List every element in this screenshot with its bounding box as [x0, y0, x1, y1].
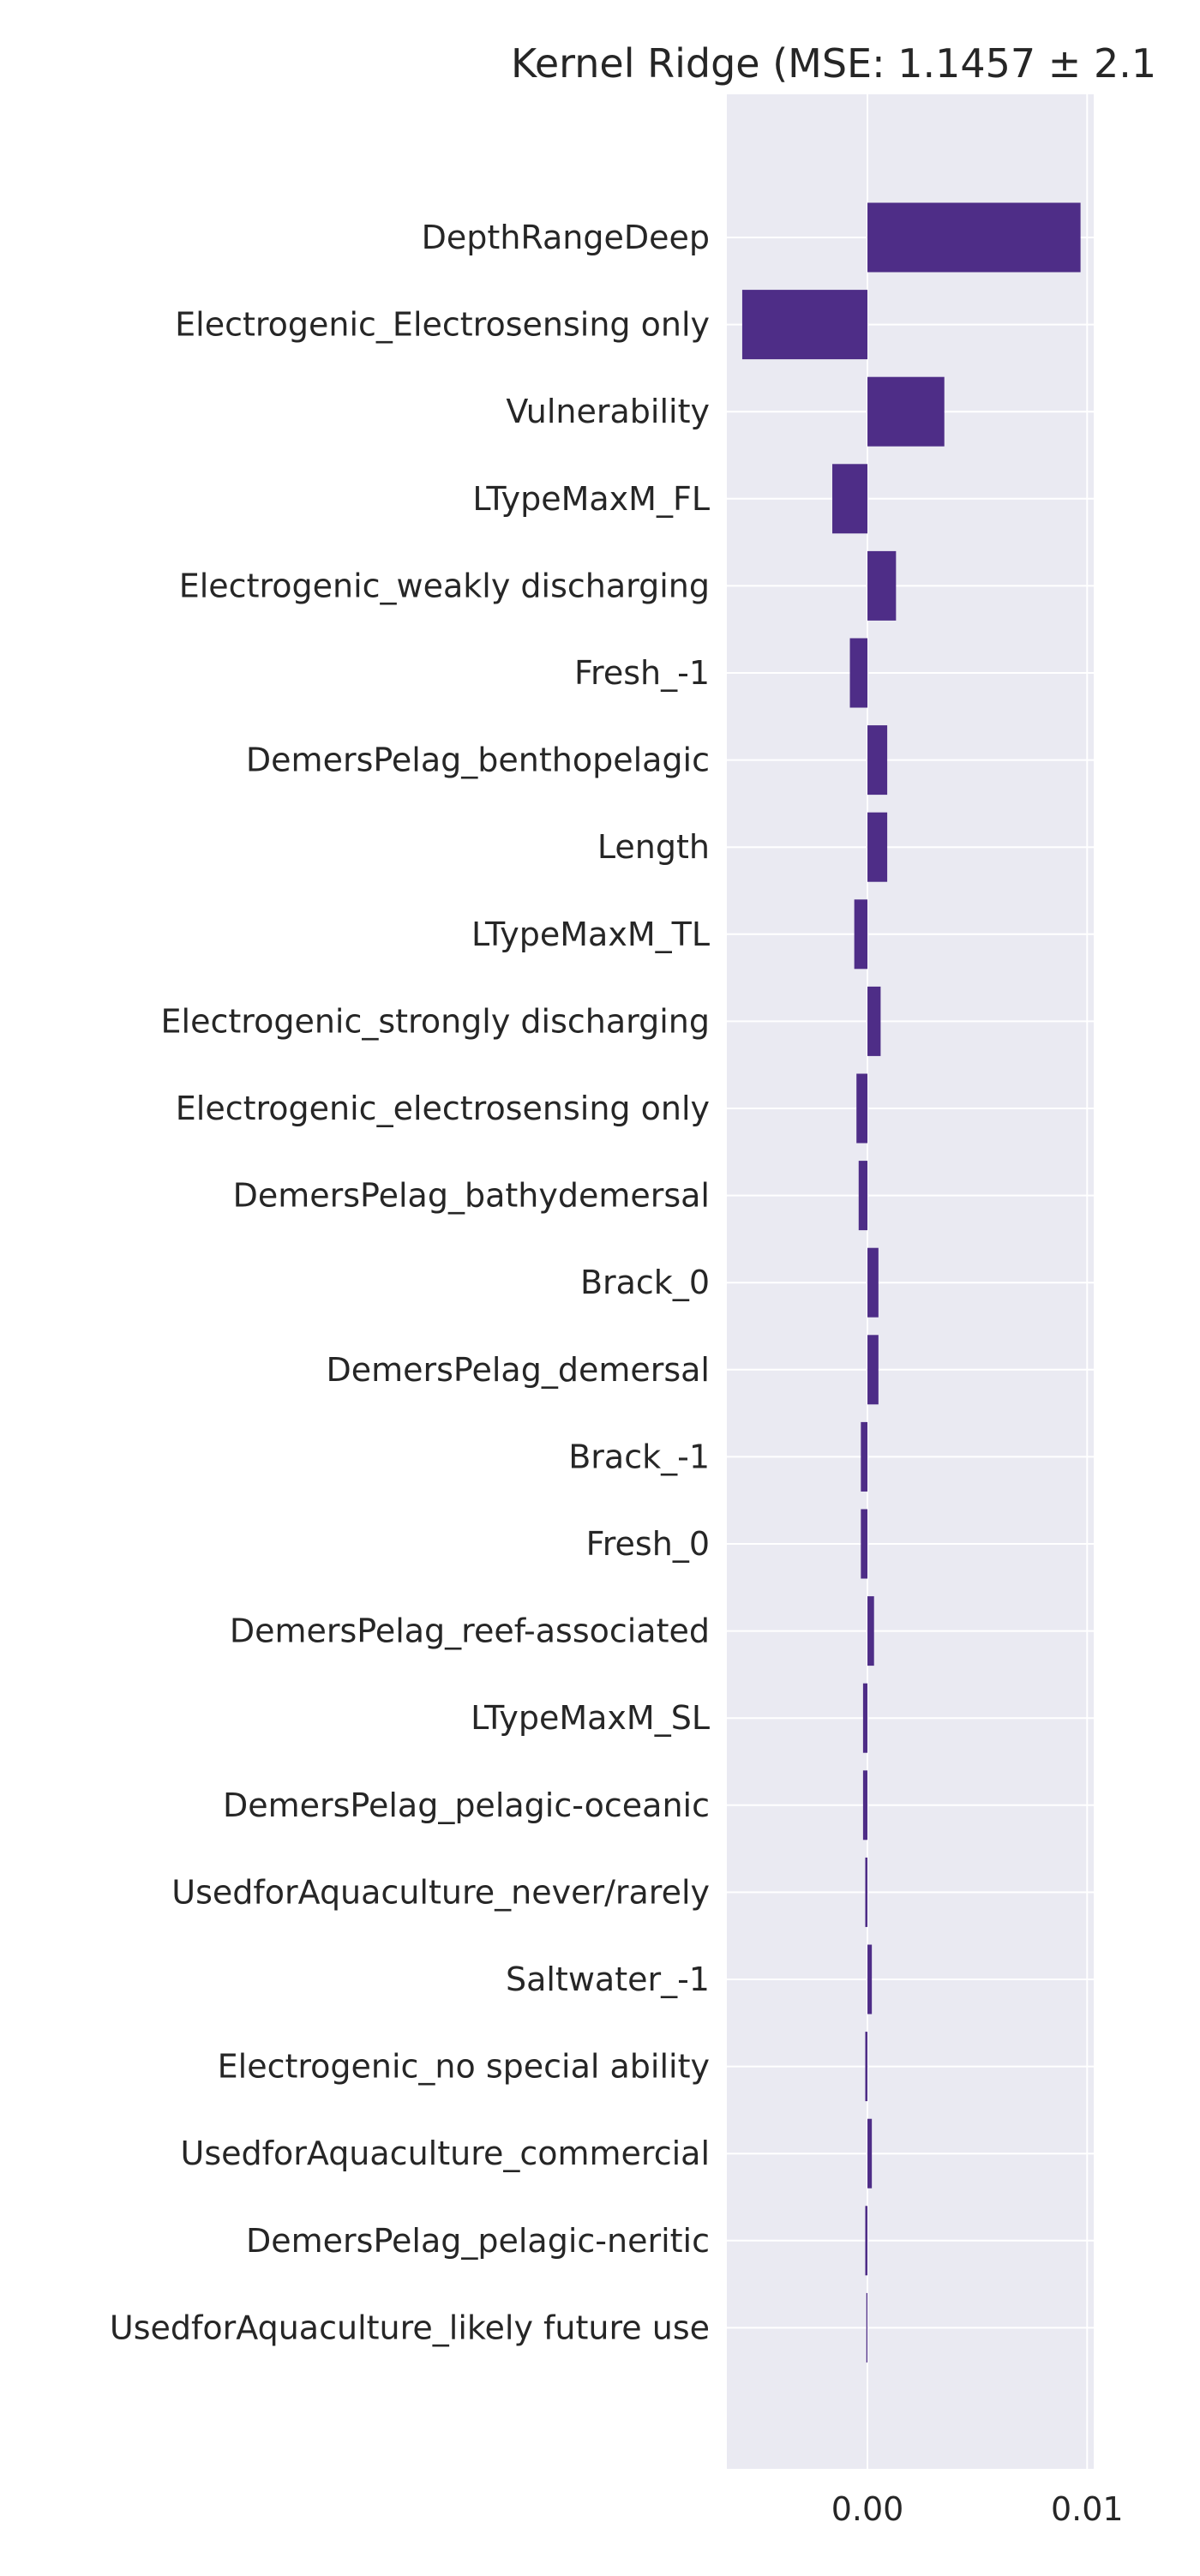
y-tick-label: DemersPelag_bathydemersal: [233, 1177, 710, 1215]
bar: [865, 1857, 868, 1927]
bar: [861, 1509, 868, 1579]
bar: [856, 1073, 868, 1144]
bar: [858, 1161, 868, 1231]
bar: [861, 1421, 868, 1492]
grid-layer: [727, 94, 1094, 2469]
y-tick-label: Saltwater_-1: [506, 1961, 710, 1998]
x-tick-label: 0.00: [831, 2490, 904, 2528]
y-tick-label: Fresh_0: [586, 1525, 710, 1563]
y-tick-label: DemersPelag_benthopelagic: [246, 742, 710, 779]
bar: [867, 725, 888, 796]
y-tick-label: LTypeMaxM_FL: [472, 480, 710, 518]
y-tick-label: DemersPelag_pelagic-neritic: [246, 2222, 710, 2260]
y-tick-label: Electrogenic_no special ability: [218, 2048, 710, 2086]
y-tick-label: UsedforAquaculture_likely future use: [110, 2309, 710, 2346]
y-tick-label: Electrogenic_weakly discharging: [179, 567, 710, 604]
bar: [867, 1335, 879, 1405]
y-tick-label: Vulnerability: [506, 393, 710, 430]
bar: [865, 2032, 868, 2102]
bar: [862, 1770, 868, 1840]
y-tick-label: DemersPelag_pelagic-oceanic: [223, 1786, 710, 1824]
bar: [867, 376, 945, 447]
y-tick-label: DepthRangeDeep: [422, 219, 710, 256]
chart-title: Kernel Ridge (MSE: 1.1457 ± 2.1: [511, 40, 1156, 87]
y-tick-label: LTypeMaxM_TL: [471, 916, 710, 953]
y-tick-label: Length: [597, 828, 710, 866]
y-tick-label: Brack_-1: [568, 1438, 710, 1475]
bar: [741, 290, 868, 360]
y-tick-label: LTypeMaxM_SL: [471, 1699, 710, 1737]
bar-layer: [741, 202, 1081, 2363]
bar: [867, 1944, 873, 2015]
y-tick-label: Brack_0: [580, 1264, 710, 1301]
bar: [862, 1683, 868, 1753]
bar: [867, 550, 897, 621]
bar: [867, 202, 1081, 273]
y-tick-label: DemersPelag_reef-associated: [230, 1612, 710, 1650]
bar: [849, 638, 868, 708]
label-layer: DepthRangeDeep Electrogenic_Electrosensin…: [110, 219, 710, 2346]
bar: [865, 2206, 868, 2276]
y-tick-label: UsedforAquaculture_never/rarely: [171, 1873, 710, 1911]
plot-background: [727, 94, 1094, 2469]
bar: [867, 1596, 874, 1666]
y-tick-label: Electrogenic_Electrosensing only: [175, 306, 710, 344]
y-tick-label: Electrogenic_strongly discharging: [161, 1002, 710, 1040]
bar: [867, 812, 888, 882]
bar: [854, 899, 868, 970]
y-tick-label: Electrogenic_electrosensing only: [176, 1090, 710, 1127]
tick-layer: 0.00 0.01: [831, 2490, 1124, 2528]
y-tick-label: Fresh_-1: [574, 654, 710, 692]
bar: [867, 2118, 873, 2189]
x-tick-label: 0.01: [1051, 2490, 1124, 2528]
bar: [867, 986, 881, 1056]
bar: [867, 1247, 879, 1318]
y-tick-label: UsedforAquaculture_commercial: [181, 2135, 711, 2172]
y-tick-label: DemersPelag_demersal: [326, 1351, 710, 1389]
bar: [832, 464, 868, 534]
